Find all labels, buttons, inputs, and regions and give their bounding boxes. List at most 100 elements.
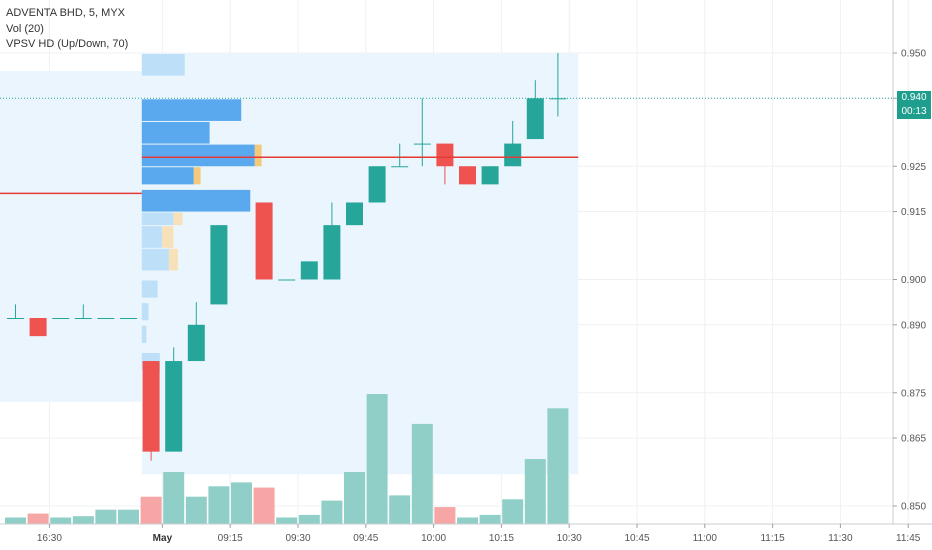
- candle-17: [413, 98, 431, 167]
- volume-bar-15: [344, 472, 365, 524]
- x-tick-label-4: 09:45: [353, 533, 378, 544]
- y-tick-label-1: 0.865: [901, 434, 926, 445]
- profile-row-up-6: [141, 212, 174, 226]
- y-tick-label-2: 0.875: [901, 388, 926, 399]
- profile-row-up-7: [141, 226, 163, 248]
- x-tick-label-8: 10:45: [624, 533, 649, 544]
- x-tick-label-6: 10:15: [489, 533, 514, 544]
- candle-19: [459, 166, 476, 185]
- volume-bar-14: [321, 500, 343, 524]
- x-tick-label-3: 09:30: [285, 533, 310, 544]
- profile-row-down-8: [168, 248, 178, 271]
- symbol-legend[interactable]: ADVENTA BHD, 5, MYX: [6, 7, 125, 19]
- y-tick-label-0: 0.850: [901, 502, 926, 513]
- x-tick-label-5: 10:00: [421, 533, 446, 544]
- volume-bars: [5, 394, 569, 524]
- volume-bar-10: [231, 482, 252, 524]
- volume-bar-11: [253, 487, 275, 524]
- x-tick-label-12: 11:45: [896, 533, 921, 544]
- candle-2: [52, 318, 70, 320]
- y-tick-label-6: 0.925: [901, 162, 926, 173]
- candle-9: [210, 225, 228, 305]
- volume-bar-23: [524, 459, 546, 524]
- candle-12: [300, 261, 318, 280]
- candle-13: [323, 202, 341, 280]
- candle-20: [481, 166, 499, 185]
- x-tick-label-0: 16:30: [37, 533, 62, 544]
- candle-5: [120, 318, 137, 320]
- volume-bar-17: [389, 495, 411, 524]
- volume-bar-7: [163, 472, 185, 524]
- volume-bar-22: [502, 499, 524, 524]
- volume-bar-24: [547, 408, 569, 524]
- last-price-tag: 0.940: [897, 91, 931, 106]
- volume-bar-1: [27, 513, 49, 524]
- vpsv-legend[interactable]: VPSV HD (Up/Down, 70): [6, 38, 129, 50]
- volume-bar-5: [118, 509, 139, 524]
- profile-row-down-3: [254, 144, 262, 167]
- volume-bar-3: [72, 516, 94, 524]
- volume-bar-21: [479, 514, 501, 524]
- candle-1: [29, 318, 47, 337]
- profile-row-down-4: [193, 167, 201, 185]
- volume-bar-8: [185, 496, 207, 524]
- candle-21: [504, 120, 522, 167]
- profile-row-up-5: [141, 189, 251, 212]
- profile-row-up-4: [141, 167, 194, 185]
- volume-legend[interactable]: Vol (20): [6, 23, 44, 35]
- candle-7: [165, 347, 183, 452]
- volume-profile: [141, 54, 262, 371]
- volume-bar-2: [50, 517, 72, 524]
- volume-bar-20: [457, 517, 478, 524]
- x-tick-label-7: 10:30: [557, 533, 582, 544]
- candle-18: [436, 143, 454, 185]
- candle-15: [368, 166, 386, 203]
- volume-bar-12: [276, 517, 298, 524]
- poc-lines: [0, 97, 893, 195]
- profile-row-up-2: [141, 121, 210, 144]
- y-tick-label-8: 0.950: [901, 49, 926, 60]
- candle-16: [391, 143, 409, 168]
- profile-row-up-9: [141, 280, 158, 298]
- profile-row-up-1: [141, 99, 242, 121]
- y-tick-label-5: 0.915: [901, 207, 926, 218]
- x-tick-label-2: 09:15: [218, 533, 243, 544]
- volume-bar-6: [140, 496, 162, 524]
- volume-bar-0: [5, 517, 26, 524]
- x-tick-label-10: 11:15: [760, 533, 785, 544]
- volume-bar-18: [411, 423, 433, 524]
- candle-6: [142, 361, 160, 461]
- candle-11: [278, 279, 296, 281]
- profile-row-up-11: [141, 325, 147, 343]
- profile-row-down-7: [162, 226, 174, 248]
- x-tick-label-1: May: [153, 533, 173, 544]
- volume-bar-19: [434, 507, 456, 524]
- bar-countdown-tag: 00:13: [897, 105, 931, 120]
- candle-23: [549, 53, 567, 117]
- candle-0: [7, 304, 24, 320]
- candle-3: [74, 304, 92, 320]
- value-area: [0, 53, 579, 475]
- y-tick-label-3: 0.890: [901, 320, 926, 331]
- candle-4: [97, 318, 115, 320]
- volume-bar-16: [366, 394, 388, 524]
- candle-8: [187, 302, 205, 362]
- candle-22: [526, 80, 544, 140]
- profile-row-down-6: [173, 212, 183, 226]
- x-tick-label-9: 11:00: [693, 533, 718, 544]
- candle-10: [255, 202, 273, 280]
- profile-row-up-3: [141, 144, 255, 167]
- candlesticks: [7, 53, 567, 461]
- profile-row-up-8: [141, 248, 169, 271]
- y-tick-label-4: 0.900: [901, 275, 926, 286]
- volume-bar-9: [208, 486, 230, 524]
- volume-bar-4: [95, 509, 117, 524]
- candle-14: [346, 202, 363, 226]
- x-tick-label-11: 11:30: [828, 533, 853, 544]
- prev-value-area: [0, 71, 152, 402]
- profile-row-up-0: [141, 54, 185, 76]
- volume-bar-13: [298, 514, 320, 524]
- profile-row-up-10: [141, 303, 149, 321]
